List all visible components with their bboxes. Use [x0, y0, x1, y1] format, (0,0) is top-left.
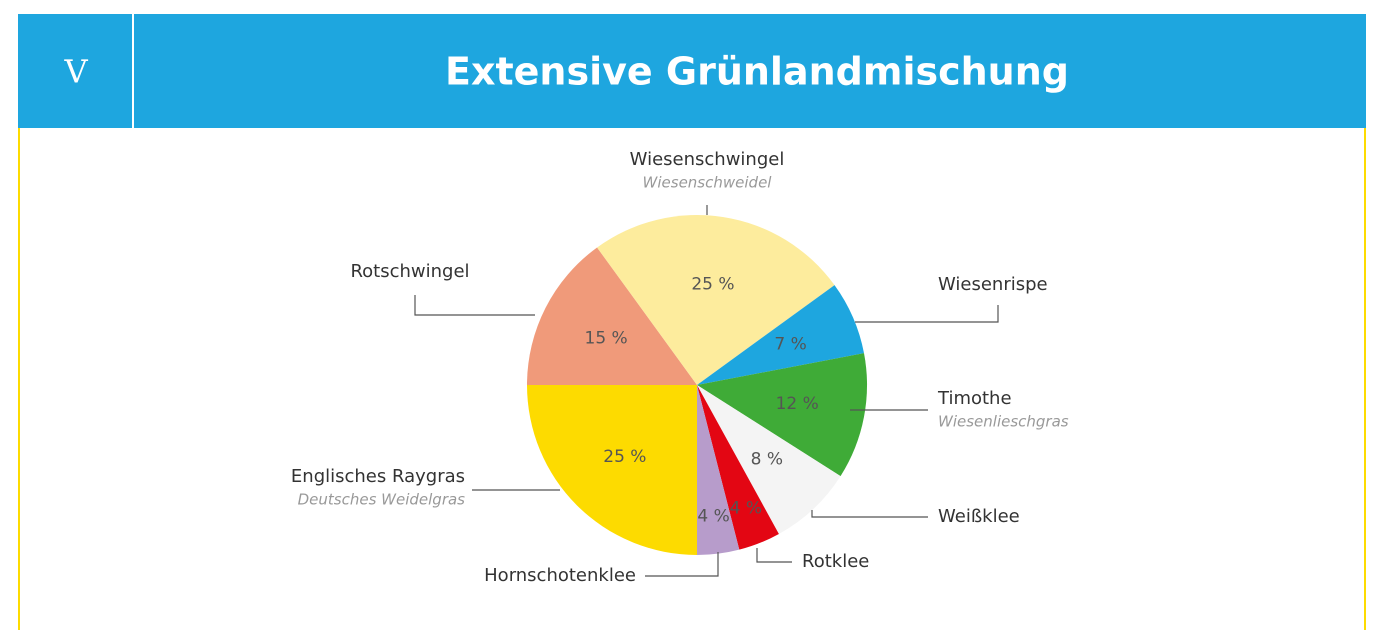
pie-slice — [527, 385, 697, 555]
leader-line — [645, 552, 719, 577]
slice-sublabel: Deutsches Weidelgras — [298, 491, 466, 509]
pie-slice — [697, 353, 867, 477]
leader-line — [756, 548, 792, 563]
pie-slice — [697, 385, 740, 555]
header-number: V — [63, 53, 88, 91]
value-label: 15 % — [585, 329, 628, 349]
leader-line — [414, 295, 535, 316]
slice-label: Wiesenschwingel — [630, 149, 785, 170]
slice-label: Timothe — [937, 388, 1012, 409]
slice-label: Wiesenrispe — [938, 274, 1048, 295]
leader-line — [855, 305, 999, 323]
slice-label: Rotklee — [802, 551, 869, 572]
slice-sublabel: Wiesenschweidel — [643, 174, 773, 192]
header-title: Extensive Grünlandmischung — [445, 50, 1069, 94]
pie-slice — [697, 385, 841, 534]
slice-label: Hornschotenklee — [484, 565, 636, 586]
value-label: 25 % — [691, 274, 734, 294]
value-label: 4 % — [730, 498, 762, 518]
pie-slice — [697, 285, 864, 385]
value-label: 25 % — [603, 447, 646, 467]
slice-sublabel: Wiesenlieschgras — [938, 413, 1069, 431]
value-label: 8 % — [751, 449, 783, 469]
header-banner — [18, 14, 1366, 128]
leader-line — [811, 510, 928, 518]
pie-slice — [527, 247, 697, 385]
slice-label: Rotschwingel — [350, 261, 469, 282]
pie-slice — [697, 385, 779, 550]
pie-slice — [597, 214, 835, 385]
value-label: 12 % — [776, 394, 819, 414]
value-label: 4 % — [697, 507, 729, 527]
slice-label: Englisches Raygras — [291, 466, 465, 487]
value-label: 7 % — [774, 334, 806, 354]
slice-label: Weißklee — [938, 506, 1020, 527]
